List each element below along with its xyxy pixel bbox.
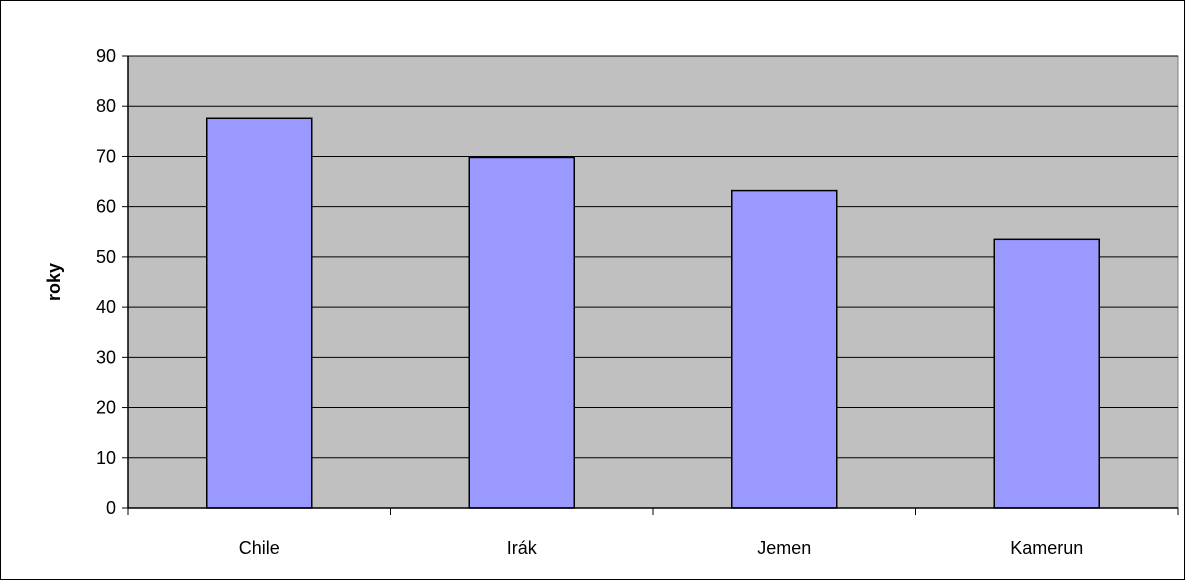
x-tick-labels: Chile Irák Jemen Kamerun: [239, 538, 1084, 558]
y-tick-label: 0: [106, 498, 116, 518]
y-tick-label: 10: [96, 448, 116, 468]
x-tick-label: Irák: [507, 538, 538, 558]
y-tick-label: 80: [96, 96, 116, 116]
bar-kamerun: [993, 238, 1100, 509]
y-tick-labels: 0 10 20 30 40 50 60 70 80 90: [96, 46, 116, 518]
bar-chile: [206, 117, 313, 509]
y-tick-label: 50: [96, 247, 116, 267]
y-tick-label: 70: [96, 146, 116, 166]
bar-irák: [468, 156, 575, 509]
y-axis-label: roky: [44, 263, 64, 301]
x-tick-label: Kamerun: [1010, 538, 1083, 558]
y-tick-label: 60: [96, 197, 116, 217]
x-tick-label: Chile: [239, 538, 280, 558]
bars: [206, 117, 1100, 509]
y-tick-label: 30: [96, 347, 116, 367]
x-tick-label: Jemen: [757, 538, 811, 558]
y-tick-label: 90: [96, 46, 116, 66]
bar-jemen: [731, 189, 838, 509]
y-tick-label: 40: [96, 297, 116, 317]
axes: [122, 55, 1179, 515]
y-tick-label: 20: [96, 398, 116, 418]
